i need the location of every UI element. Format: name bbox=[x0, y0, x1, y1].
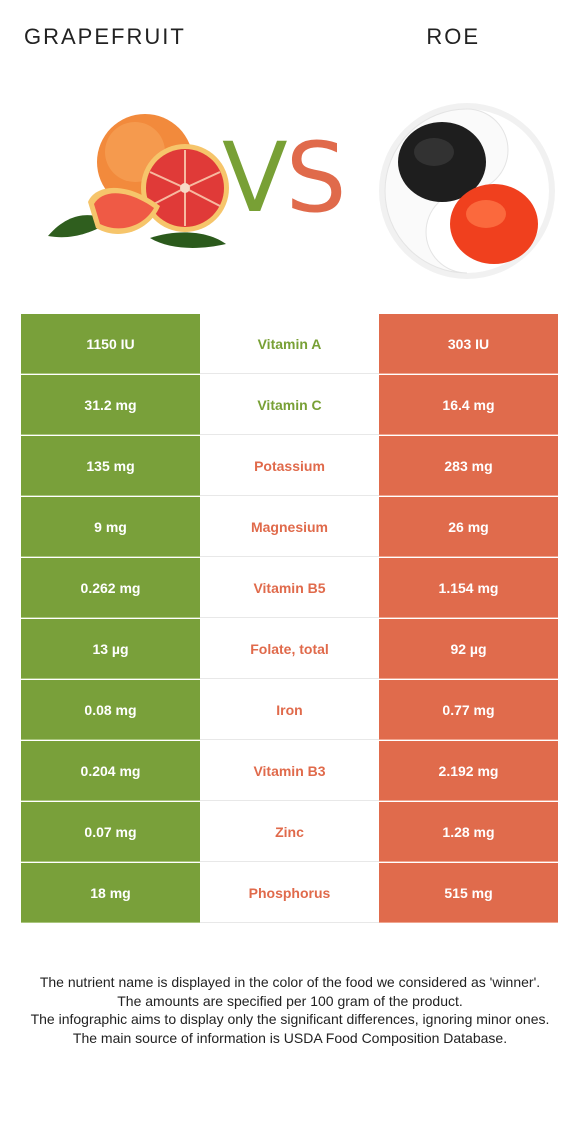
nutrient-name: Vitamin B3 bbox=[200, 741, 379, 801]
grapefruit-value: 0.262 mg bbox=[21, 558, 200, 618]
nutrient-name: Vitamin C bbox=[200, 375, 379, 435]
table-row: 18 mg Phosphorus 515 mg bbox=[21, 863, 558, 924]
table-row: 9 mg Magnesium 26 mg bbox=[21, 497, 558, 558]
grapefruit-title: GRAPEFRUIT bbox=[24, 24, 186, 49]
table-row: 135 mg Potassium 283 mg bbox=[21, 436, 558, 497]
grapefruit-value: 9 mg bbox=[21, 497, 200, 557]
footer-line-1: The nutrient name is displayed in the co… bbox=[39, 974, 541, 990]
roe-value: 26 mg bbox=[379, 497, 558, 557]
nutrient-name: Vitamin A bbox=[200, 314, 379, 374]
vs-label: VS bbox=[222, 130, 347, 226]
nutrient-name: Phosphorus bbox=[200, 863, 379, 923]
table-row: 0.08 mg Iron 0.77 mg bbox=[21, 680, 558, 741]
nutrient-name: Iron bbox=[200, 680, 379, 740]
table-row: 0.07 mg Zinc 1.28 mg bbox=[21, 802, 558, 863]
vs-s: S bbox=[285, 122, 347, 234]
table-row: 1150 IU Vitamin A 303 IU bbox=[21, 314, 558, 375]
footer-line-3: The infographic aims to display only the… bbox=[30, 1011, 550, 1028]
roe-value: 303 IU bbox=[379, 314, 558, 374]
roe-value: 16.4 mg bbox=[379, 375, 558, 435]
roe-image bbox=[379, 103, 555, 279]
roe-value: 1.154 mg bbox=[379, 558, 558, 618]
nutrient-name: Potassium bbox=[200, 436, 379, 496]
footer-line-2: The amounts are specified per 100 gram o… bbox=[117, 992, 463, 1009]
nutrient-name: Vitamin B5 bbox=[200, 558, 379, 618]
roe-value: 92 µg bbox=[379, 619, 558, 679]
table-row: 31.2 mg Vitamin C 16.4 mg bbox=[21, 375, 558, 436]
table-row: 0.204 mg Vitamin B3 2.192 mg bbox=[21, 741, 558, 802]
grapefruit-value: 1150 IU bbox=[21, 314, 200, 374]
roe-value: 515 mg bbox=[379, 863, 558, 923]
nutrient-name: Zinc bbox=[200, 802, 379, 862]
grapefruit-value: 18 mg bbox=[21, 863, 200, 923]
roe-title: ROE bbox=[426, 24, 480, 49]
grapefruit-value: 31.2 mg bbox=[21, 375, 200, 435]
grapefruit-image bbox=[48, 114, 229, 248]
grapefruit-value: 0.07 mg bbox=[21, 802, 200, 862]
table-row: 13 µg Folate, total 92 µg bbox=[21, 619, 558, 680]
grapefruit-value: 135 mg bbox=[21, 436, 200, 496]
grapefruit-value: 0.204 mg bbox=[21, 741, 200, 801]
roe-value: 2.192 mg bbox=[379, 741, 558, 801]
footer-notes: The nutrient name is displayed in the co… bbox=[20, 973, 560, 1048]
roe-value: 0.77 mg bbox=[379, 680, 558, 740]
table-row: 0.262 mg Vitamin B5 1.154 mg bbox=[21, 558, 558, 619]
roe-value: 283 mg bbox=[379, 436, 558, 496]
nutrient-name: Magnesium bbox=[200, 497, 379, 557]
nutrient-name: Folate, total bbox=[200, 619, 379, 679]
grapefruit-value: 13 µg bbox=[21, 619, 200, 679]
nutrient-table: 1150 IU Vitamin A 303 IU 31.2 mg Vitamin C 16… bbox=[21, 314, 558, 924]
grapefruit-value: 0.08 mg bbox=[21, 680, 200, 740]
roe-value: 1.28 mg bbox=[379, 802, 558, 862]
footer-line-4: The main source of information is USDA F… bbox=[72, 1030, 508, 1047]
vs-v: V bbox=[222, 122, 288, 234]
